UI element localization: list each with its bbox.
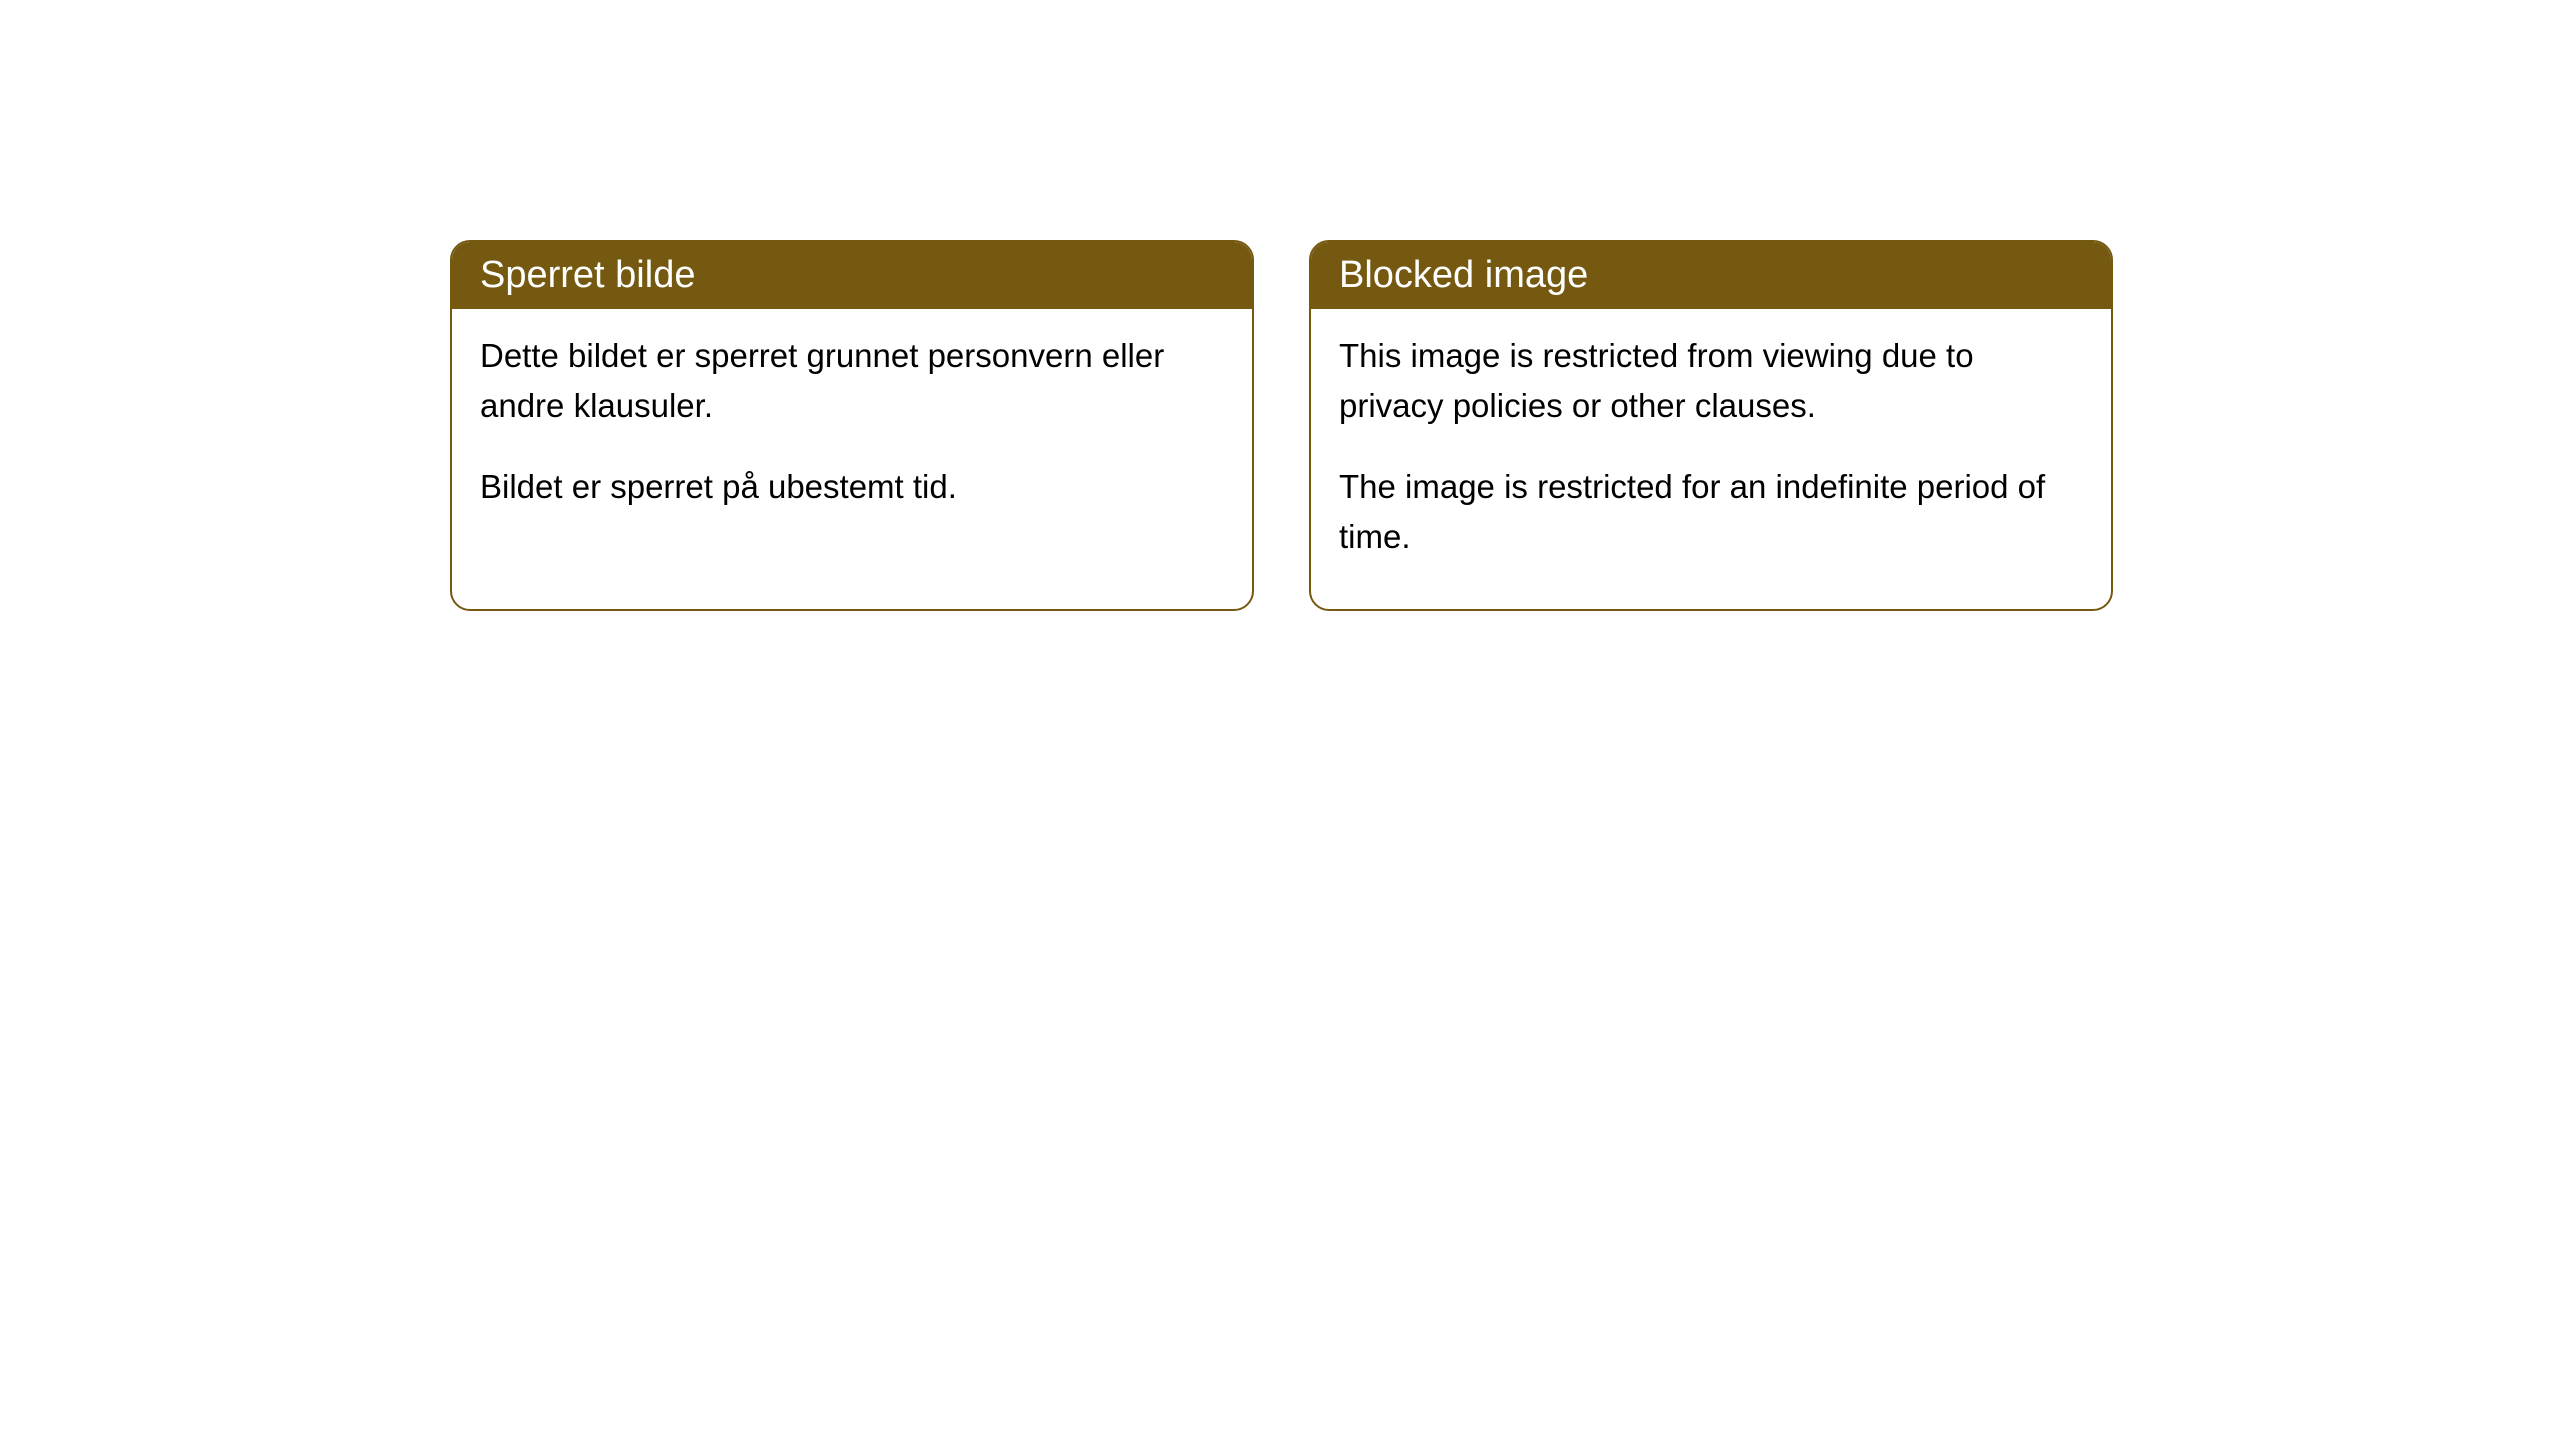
card-header: Sperret bilde <box>452 242 1252 309</box>
notice-container: Sperret bilde Dette bildet er sperret gr… <box>0 0 2560 611</box>
card-header: Blocked image <box>1311 242 2111 309</box>
blocked-image-card-en: Blocked image This image is restricted f… <box>1309 240 2113 611</box>
card-paragraph: The image is restricted for an indefinit… <box>1339 462 2083 561</box>
card-paragraph: Dette bildet er sperret grunnet personve… <box>480 331 1224 430</box>
card-paragraph: Bildet er sperret på ubestemt tid. <box>480 462 1224 512</box>
card-body: This image is restricted from viewing du… <box>1311 309 2111 609</box>
card-title: Sperret bilde <box>480 254 695 296</box>
card-title: Blocked image <box>1339 254 1588 296</box>
card-paragraph: This image is restricted from viewing du… <box>1339 331 2083 430</box>
card-body: Dette bildet er sperret grunnet personve… <box>452 309 1252 560</box>
blocked-image-card-no: Sperret bilde Dette bildet er sperret gr… <box>450 240 1254 611</box>
